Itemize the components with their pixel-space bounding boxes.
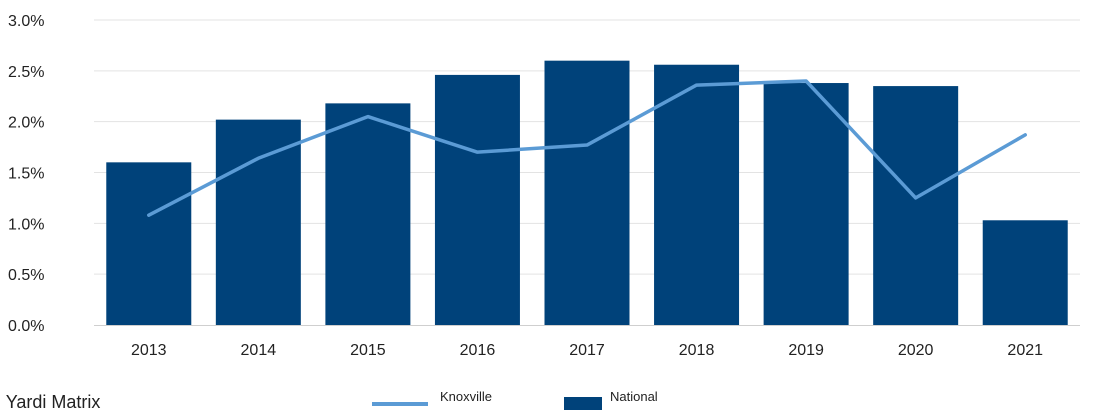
- national-bar: [325, 103, 411, 325]
- y-tick-label: 1.0%: [8, 216, 44, 233]
- national-bar: [654, 64, 740, 325]
- national-bar: [434, 74, 520, 326]
- legend-national-swatch: [564, 397, 602, 410]
- x-tick-label: 2018: [679, 342, 715, 359]
- legend: Knoxville National: [372, 389, 658, 410]
- y-tick-label: 1.5%: [8, 166, 44, 183]
- legend-national-label: National: [610, 389, 658, 404]
- national-bar: [544, 60, 630, 326]
- knoxville-line: [147, 79, 1027, 217]
- knoxville-line-group: [147, 79, 1027, 217]
- y-tick-label: 2.5%: [8, 64, 44, 81]
- y-tick-label: 0.5%: [8, 267, 44, 284]
- national-bar: [215, 119, 301, 325]
- x-tick-label: 2015: [350, 342, 386, 359]
- national-bar: [982, 220, 1068, 325]
- y-axis: 0.0% 0.5% 1.0% 1.5% 2.0% 2.5% 3.0%: [8, 13, 44, 335]
- x-tick-label: 2020: [898, 342, 934, 359]
- x-tick-label: 2019: [788, 342, 824, 359]
- x-tick-label: 2017: [569, 342, 605, 359]
- y-tick-label: 0.0%: [8, 318, 44, 335]
- y-tick-label: 2.0%: [8, 115, 44, 132]
- national-bar: [873, 86, 959, 325]
- x-tick-label: 2021: [1007, 342, 1043, 359]
- x-tick-label: 2014: [241, 342, 277, 359]
- legend-knoxville-label: Knoxville: [440, 389, 492, 404]
- x-axis: 2013 2014 2015 2016 2017 2018 2019 2020 2021: [131, 342, 1043, 359]
- x-tick-label: 2013: [131, 342, 167, 359]
- x-tick-label: 2016: [460, 342, 496, 359]
- national-bar: [106, 162, 192, 325]
- bars: [106, 60, 1068, 326]
- national-bar: [763, 83, 849, 326]
- y-tick-label: 3.0%: [8, 13, 44, 30]
- source-note: e: Yardi Matrix: [0, 392, 101, 412]
